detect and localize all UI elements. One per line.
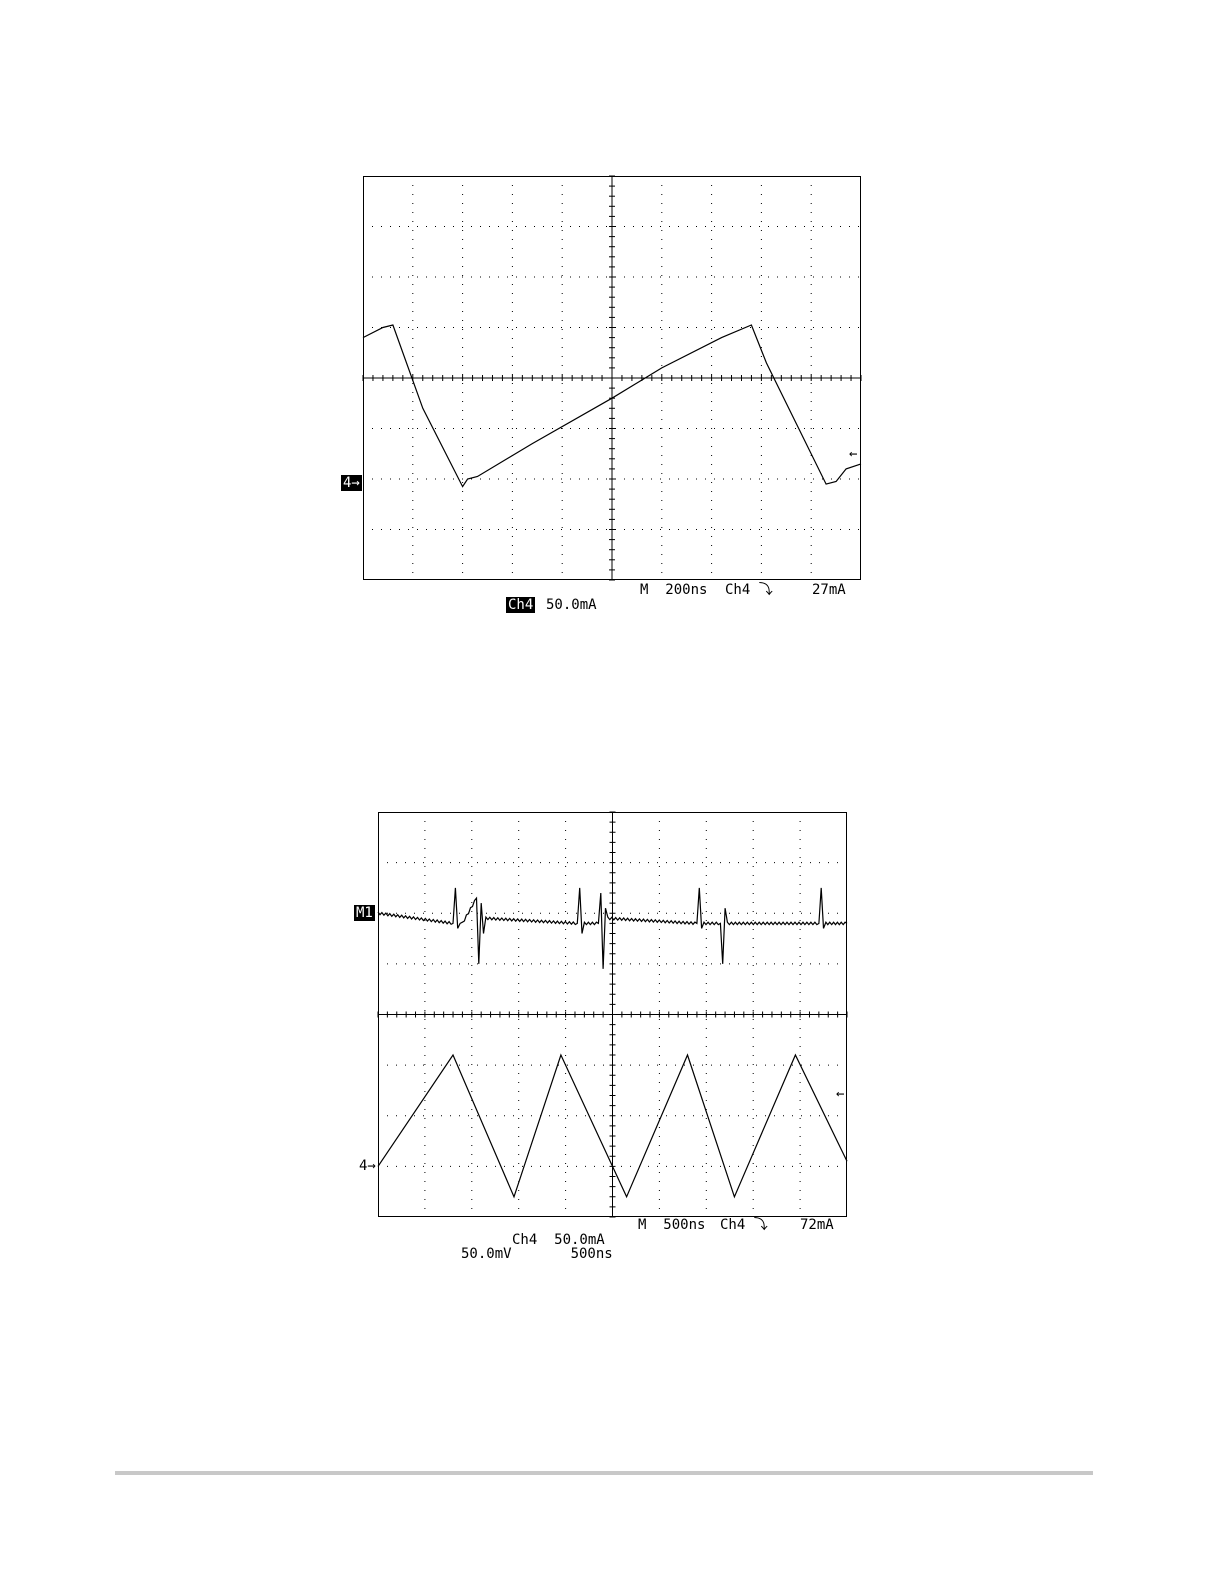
math-scale-bottom: 50.0mV 500ns [461,1246,613,1262]
top-trace-1 [362,324,862,488]
math1-marker-bottom: M1 [354,905,375,921]
bottom-trace-2 [377,1053,848,1199]
timebase-readout-top: M 200ns [640,582,708,598]
channel-scale-top: 50.0mA [546,597,597,613]
channel4-marker-bottom: 4→ [359,1158,376,1174]
trigger-arrow-top: ← [849,446,858,462]
scope-screen-bottom [377,811,848,1218]
trigger-level-bottom: 72mA [800,1217,834,1233]
channel-scale-bottom: Ch4 50.0mA [512,1232,605,1248]
trigger-source-top: Ch4 ⤵ [725,582,773,598]
scope-screen-top [362,175,862,581]
trigger-arrow-bottom: ← [836,1086,845,1102]
trigger-level-top: 27mA [812,582,846,598]
bottom-trace-1 [377,887,848,969]
trigger-source-bottom: Ch4 ⤵ [720,1217,768,1233]
timebase-readout-bottom: M 500ns [638,1217,706,1233]
page-footer-rule [115,1471,1093,1475]
scope-plot-top [362,175,862,581]
scope-plot-bottom [377,811,848,1218]
channel4-marker-top: 4→ [341,475,362,491]
channel-badge-top: Ch4 [506,597,536,613]
